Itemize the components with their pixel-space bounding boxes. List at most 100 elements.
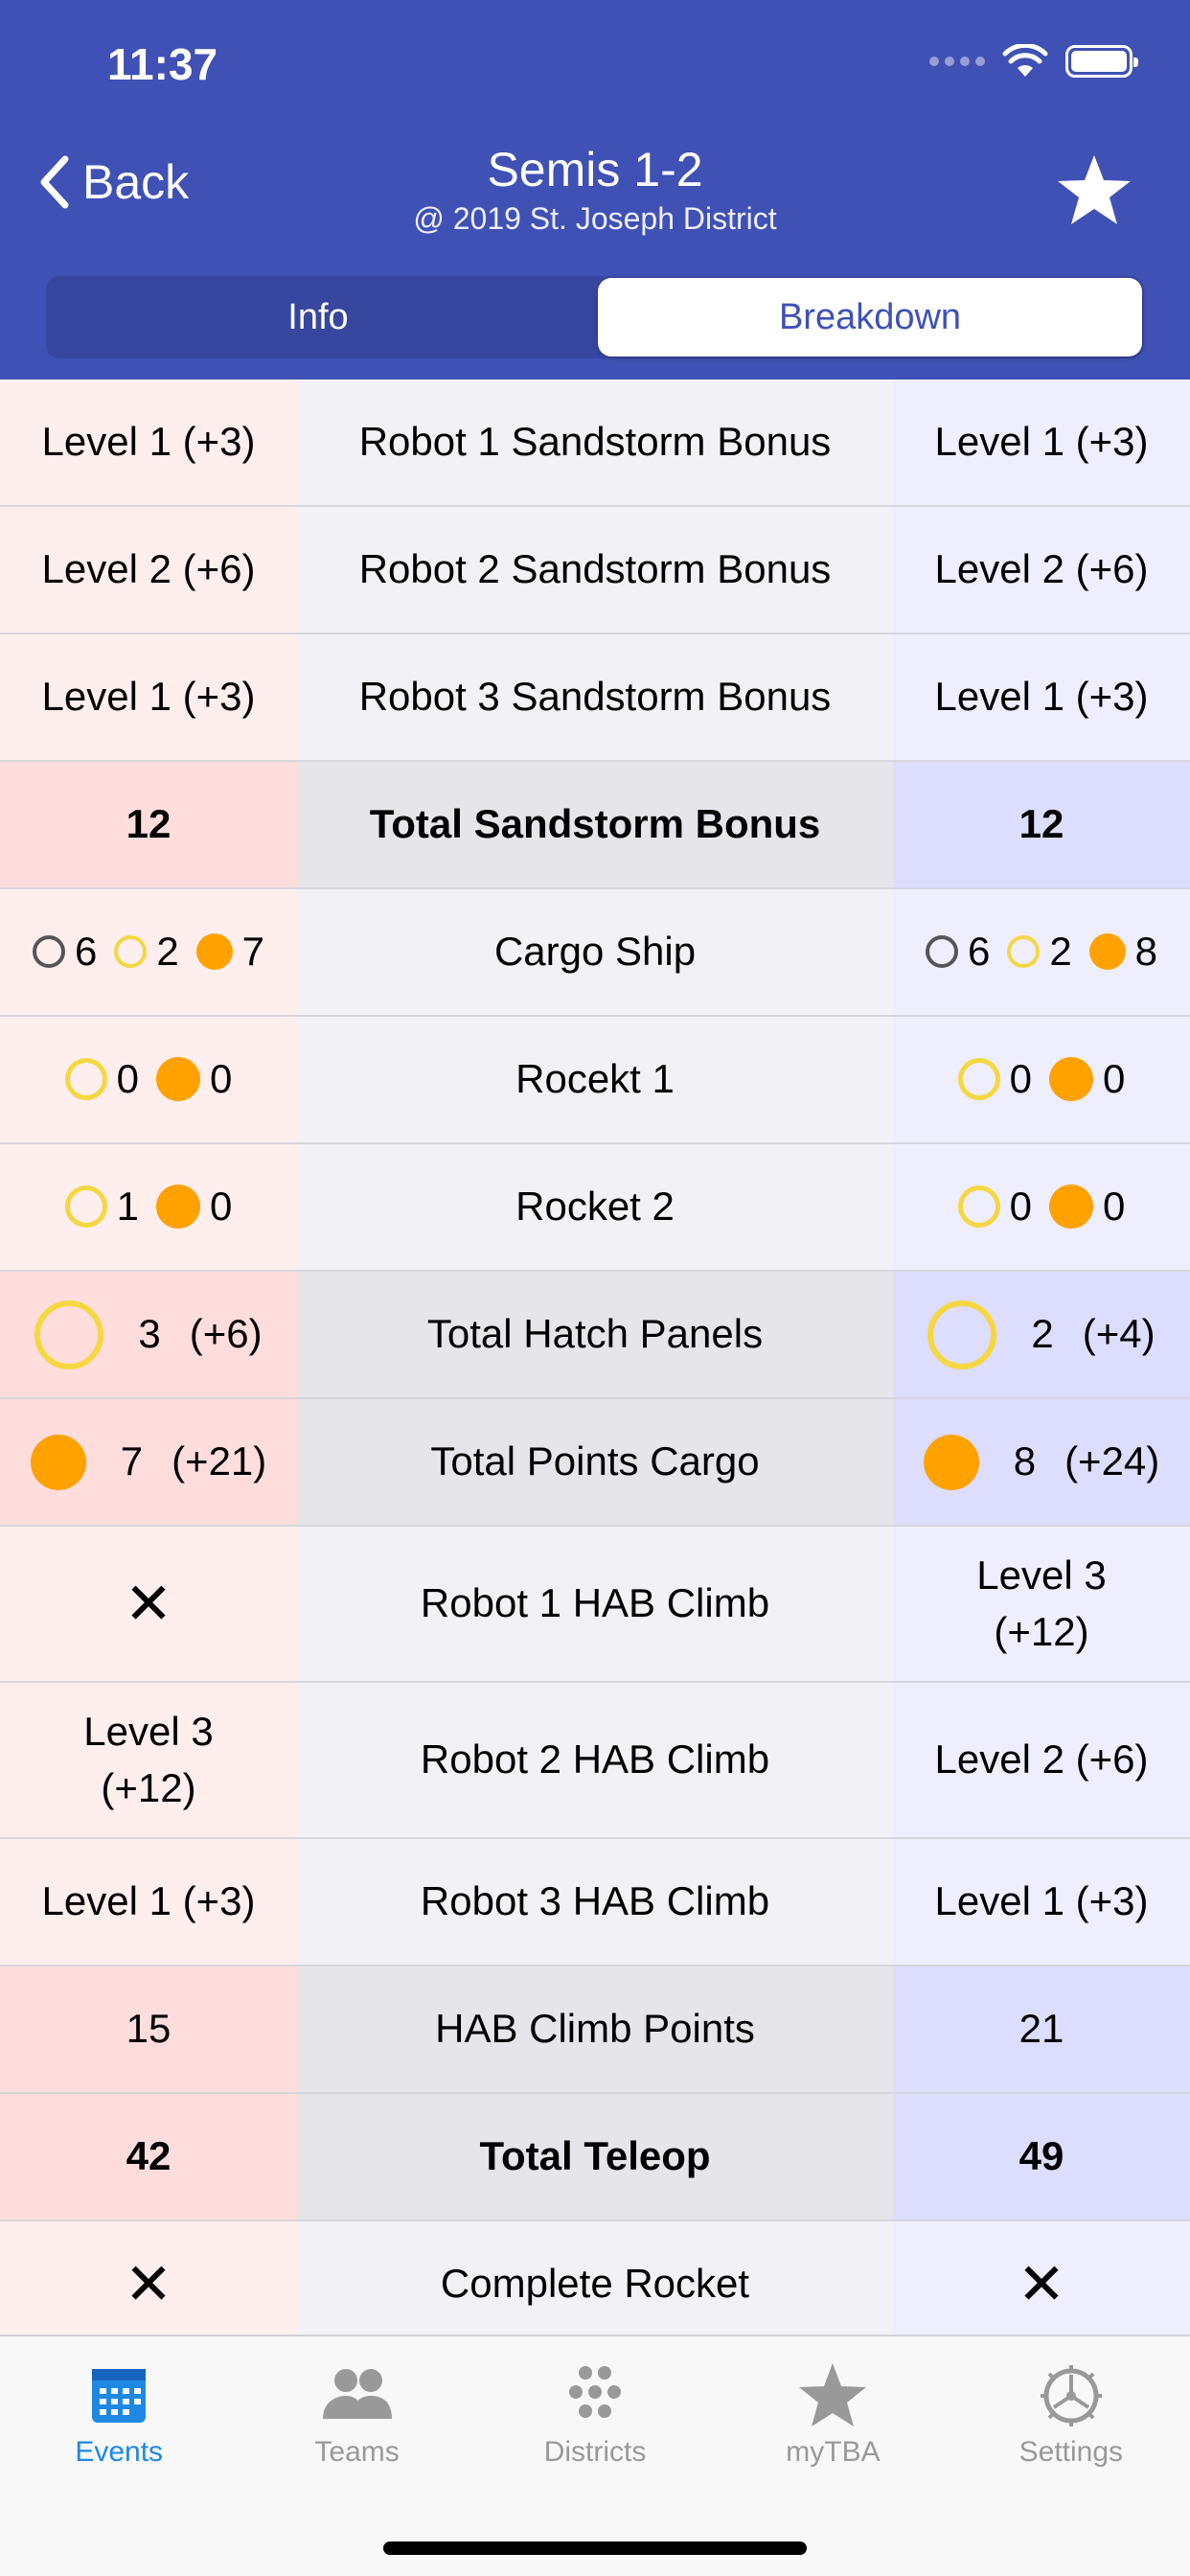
red-total: 42 [0,2094,297,2220]
hatch-total-count: 2 [1031,1311,1054,1357]
row-label: HAB Climb Points [297,1966,893,2092]
cargo-total-count: 8 [1013,1438,1037,1484]
tab-districts[interactable]: Districts [476,2336,714,2490]
row-label: Rocekt 1 [297,1017,893,1142]
hatch-count: 0 [1009,1056,1032,1102]
red-value: Level 1 (+3) [0,380,297,505]
cargo-count: 0 [210,1184,233,1230]
hatch-panel-icon [927,1300,997,1369]
tab-label: Events [75,2436,164,2468]
cargo-count: 7 [241,929,265,975]
hatch-panel-icon [1007,935,1041,969]
table-row-total: 7 (+21) Total Points Cargo 8 (+24) [0,1399,1190,1527]
tab-teams[interactable]: Teams [238,2336,475,2490]
table-row-total: 12 Total Sandstorm Bonus 12 [0,762,1190,889]
cargo-icon [1049,1057,1093,1102]
cargo-icon [1088,933,1126,971]
row-label: Robot 1 Sandstorm Bonus [297,380,893,505]
row-label: Robot 1 HAB Climb [297,1527,893,1681]
segmented-control: Info Breakdown [46,276,1144,358]
table-row: Level 1 (+3) Robot 3 HAB Climb Level 1 (… [0,1839,1190,1966]
tab-bar: Events Teams Districts [0,2334,1190,2576]
blue-value: 0 0 [893,1144,1190,1270]
cargo-icon [195,933,233,971]
page-subtitle: @ 2019 St. Joseph District [413,201,777,236]
dots-icon [569,2366,622,2418]
red-value: 6 2 7 [0,889,297,1015]
people-icon [322,2369,392,2419]
hatch-total-points: (+4) [1082,1311,1156,1357]
hatch-panel-icon [64,1058,107,1101]
table-row: 6 2 7 Cargo Ship 6 2 8 [0,889,1190,1017]
chevron-left-icon [40,155,69,209]
row-label: Total Hatch Panels [297,1272,893,1397]
red-total: 12 [0,762,297,887]
cargo-count: 0 [210,1056,233,1102]
blue-total: 12 [893,762,1190,887]
null-panel-count: 6 [967,929,991,975]
hatch-panel-icon [957,1058,1000,1101]
cargo-total-points: (+24) [1064,1438,1160,1484]
table-row-total: 42 Total Teleop 49 [0,2094,1190,2221]
back-button[interactable]: Back [34,153,189,211]
row-label: Robot 2 HAB Climb [297,1683,893,1837]
hatch-count: 2 [1049,929,1072,975]
calendar-icon [92,2369,147,2423]
blue-value: 2 (+4) [893,1272,1190,1397]
table-row: Level 2 (+6) Robot 2 Sandstorm Bonus Lev… [0,507,1190,634]
table-row-total: 3 (+6) Total Hatch Panels 2 (+4) [0,1272,1190,1399]
blue-value: 21 [893,1966,1190,2092]
blue-value: Level 2 (+6) [893,507,1190,632]
home-indicator [383,2542,807,2555]
star-icon [799,2363,867,2426]
table-row: ✕ Complete Rocket ✕ [0,2221,1190,2349]
tab-label: Settings [1018,2436,1124,2468]
table-row: ✕ Robot 1 HAB Climb Level 3 (+12) [0,1527,1190,1683]
hatch-count: 0 [1009,1184,1032,1230]
red-value: 1 0 [0,1144,297,1270]
blue-value: Level 3 (+12) [893,1527,1190,1681]
wifi-icon [1002,44,1048,77]
segment-breakdown[interactable]: Breakdown [598,278,1142,356]
red-value: Level 2 (+6) [0,507,297,632]
tab-mytba[interactable]: myTBA [714,2336,951,2490]
red-value: Level 1 (+3) [0,1839,297,1965]
blue-value: Level 2 (+6) [893,1683,1190,1837]
tab-settings[interactable]: Settings [952,2336,1190,2490]
row-label: Total Sandstorm Bonus [297,762,893,887]
tab-label: Teams [314,2436,400,2468]
row-label: Robot 3 HAB Climb [297,1839,893,1965]
hatch-panel-icon [64,1185,107,1229]
x-mark-icon: ✕ [0,2221,297,2347]
cargo-icon [30,1434,86,1490]
red-points: (+12) [101,1764,196,1810]
red-value: Level 3 (+12) [0,1683,297,1837]
hatch-count: 2 [156,929,179,975]
row-label: Total Teleop [297,2094,893,2220]
blue-value: Level 1 (+3) [893,380,1190,505]
gear-icon [1040,2365,1102,2426]
hatch-panel-icon [957,1185,1000,1229]
red-value: 3 (+6) [0,1272,297,1397]
cargo-count: 8 [1134,929,1158,975]
x-mark-icon: ✕ [893,2221,1190,2347]
favorite-star-icon[interactable] [1056,151,1133,228]
cargo-total-count: 7 [120,1438,144,1484]
cargo-total-points: (+21) [172,1438,267,1484]
breakdown-table: Level 1 (+3) Robot 1 Sandstorm Bonus Lev… [0,380,1190,2349]
null-panel-icon [925,935,958,969]
null-panel-icon [32,935,65,969]
hatch-count: 1 [116,1184,139,1230]
page-title: Semis 1-2 [487,143,703,196]
null-panel-count: 6 [74,929,98,975]
navigation-header: 11:37 Back Semis 1-2 @ 2019 St. Joseph D… [0,0,1190,380]
row-label: Robot 2 Sandstorm Bonus [297,507,893,632]
table-row: 1 0 Rocket 2 0 0 [0,1144,1190,1272]
red-value: Level 1 (+3) [0,634,297,760]
row-label: Robot 3 Sandstorm Bonus [297,634,893,760]
tab-events[interactable]: Events [0,2336,238,2490]
row-label: Total Points Cargo [297,1399,893,1525]
segment-info[interactable]: Info [287,296,349,337]
hatch-total-count: 3 [138,1311,161,1357]
hatch-panel-icon [34,1300,104,1369]
